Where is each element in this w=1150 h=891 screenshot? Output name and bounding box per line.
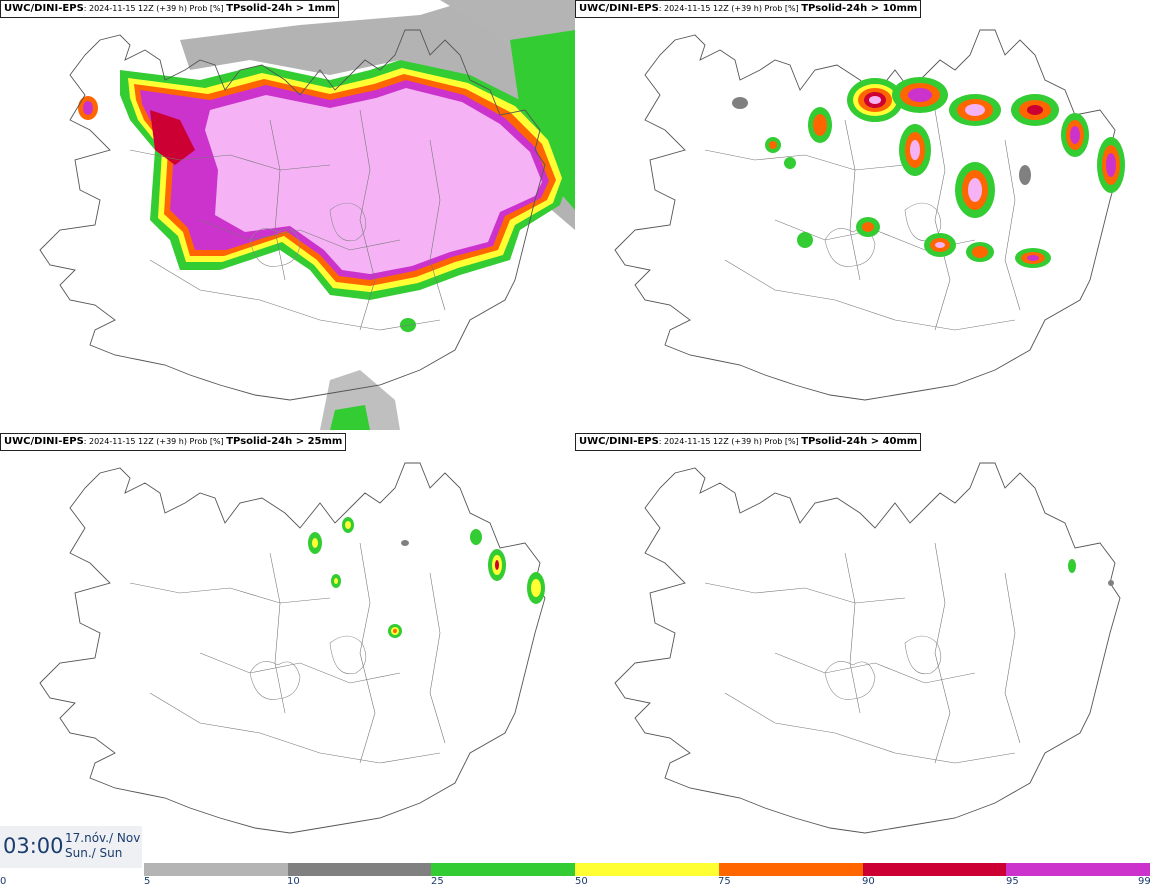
map-panel-40mm: UWC/DINI-EPS: 2024-11-15 12Z (+39 h) Pro… (575, 433, 1150, 863)
colorbar (144, 863, 1150, 876)
colorbar-tick-label: 50 (575, 876, 588, 887)
colorbar-segment (144, 863, 288, 876)
colorbar-segment (287, 863, 432, 876)
colorbar-tick-label: 90 (862, 876, 875, 887)
run-info: : 2024-11-15 12Z (+39 h) Prob [%] (83, 437, 227, 446)
colorbar-tick-label: 25 (431, 876, 444, 887)
se-patch (400, 318, 416, 332)
colorbar-tick-label: 5 (144, 876, 151, 887)
panel-label: UWC/DINI-EPS: 2024-11-15 12Z (+39 h) Pro… (575, 433, 922, 451)
low-probability-area (180, 0, 575, 230)
probability-map-25mm (39, 462, 546, 834)
parameter: TPsolid-24h > 40mm (801, 436, 918, 447)
precip-blobs (1068, 559, 1114, 586)
colorbar-segment (862, 863, 1007, 876)
panel-label: UWC/DINI-EPS: 2024-11-15 12Z (+39 h) Pro… (0, 0, 340, 18)
valid-day: Sun./ Sun (65, 846, 123, 860)
colorbar-tick-label: 99 (1138, 876, 1150, 887)
map-panel-1mm: UWC/DINI-EPS: 2024-11-15 12Z (+39 h) Pro… (0, 0, 575, 430)
valid-time: 03:00 (3, 834, 64, 858)
model-name: UWC/DINI-EPS (579, 3, 659, 14)
colorbar-tick-label: 75 (718, 876, 731, 887)
colorbar-tick-label: 0 (0, 876, 7, 887)
panel-label: UWC/DINI-EPS: 2024-11-15 12Z (+39 h) Pro… (575, 0, 922, 18)
colorbar-segment (1006, 863, 1150, 876)
precip-blobs (732, 77, 1125, 268)
valid-date: 17.nóv./ Nov (65, 831, 141, 845)
nw-patch-core (83, 101, 93, 115)
run-info: : 2024-11-15 12Z (+39 h) Prob [%] (83, 4, 227, 13)
coastline (614, 462, 1121, 834)
panel-label: UWC/DINI-EPS: 2024-11-15 12Z (+39 h) Pro… (0, 433, 347, 451)
parameter: TPsolid-24h > 1mm (226, 3, 336, 14)
run-info: : 2024-11-15 12Z (+39 h) Prob [%] (658, 4, 802, 13)
precip-blobs (308, 517, 545, 638)
high-prob-patch (150, 110, 195, 165)
probability-map-40mm (614, 462, 1121, 834)
probability-map-10mm (614, 29, 1125, 401)
south-patch (330, 405, 370, 430)
model-name: UWC/DINI-EPS (579, 436, 659, 447)
colorbar-ticks: 0 5 10 25 50 75 90 95 99 (0, 876, 1150, 891)
parameter: TPsolid-24h > 25mm (226, 436, 343, 447)
parameter: TPsolid-24h > 10mm (801, 3, 918, 14)
map-panel-10mm: UWC/DINI-EPS: 2024-11-15 12Z (+39 h) Pro… (575, 0, 1150, 430)
colorbar-tick-label: 95 (1006, 876, 1019, 887)
run-info: : 2024-11-15 12Z (+39 h) Prob [%] (658, 437, 802, 446)
colorbar-tick-label: 10 (287, 876, 300, 887)
model-name: UWC/DINI-EPS (4, 3, 84, 14)
colorbar-segment (718, 863, 863, 876)
colorbar-segment (431, 863, 576, 876)
coastline (39, 462, 546, 834)
valid-time-box: 03:00 17.nóv./ Nov Sun./ Sun (0, 826, 142, 868)
model-name: UWC/DINI-EPS (4, 436, 84, 447)
colorbar-segment (575, 863, 719, 876)
region-99-plus (205, 88, 542, 274)
probability-map-1mm (39, 0, 575, 430)
map-panel-25mm: UWC/DINI-EPS: 2024-11-15 12Z (+39 h) Pro… (0, 433, 575, 863)
